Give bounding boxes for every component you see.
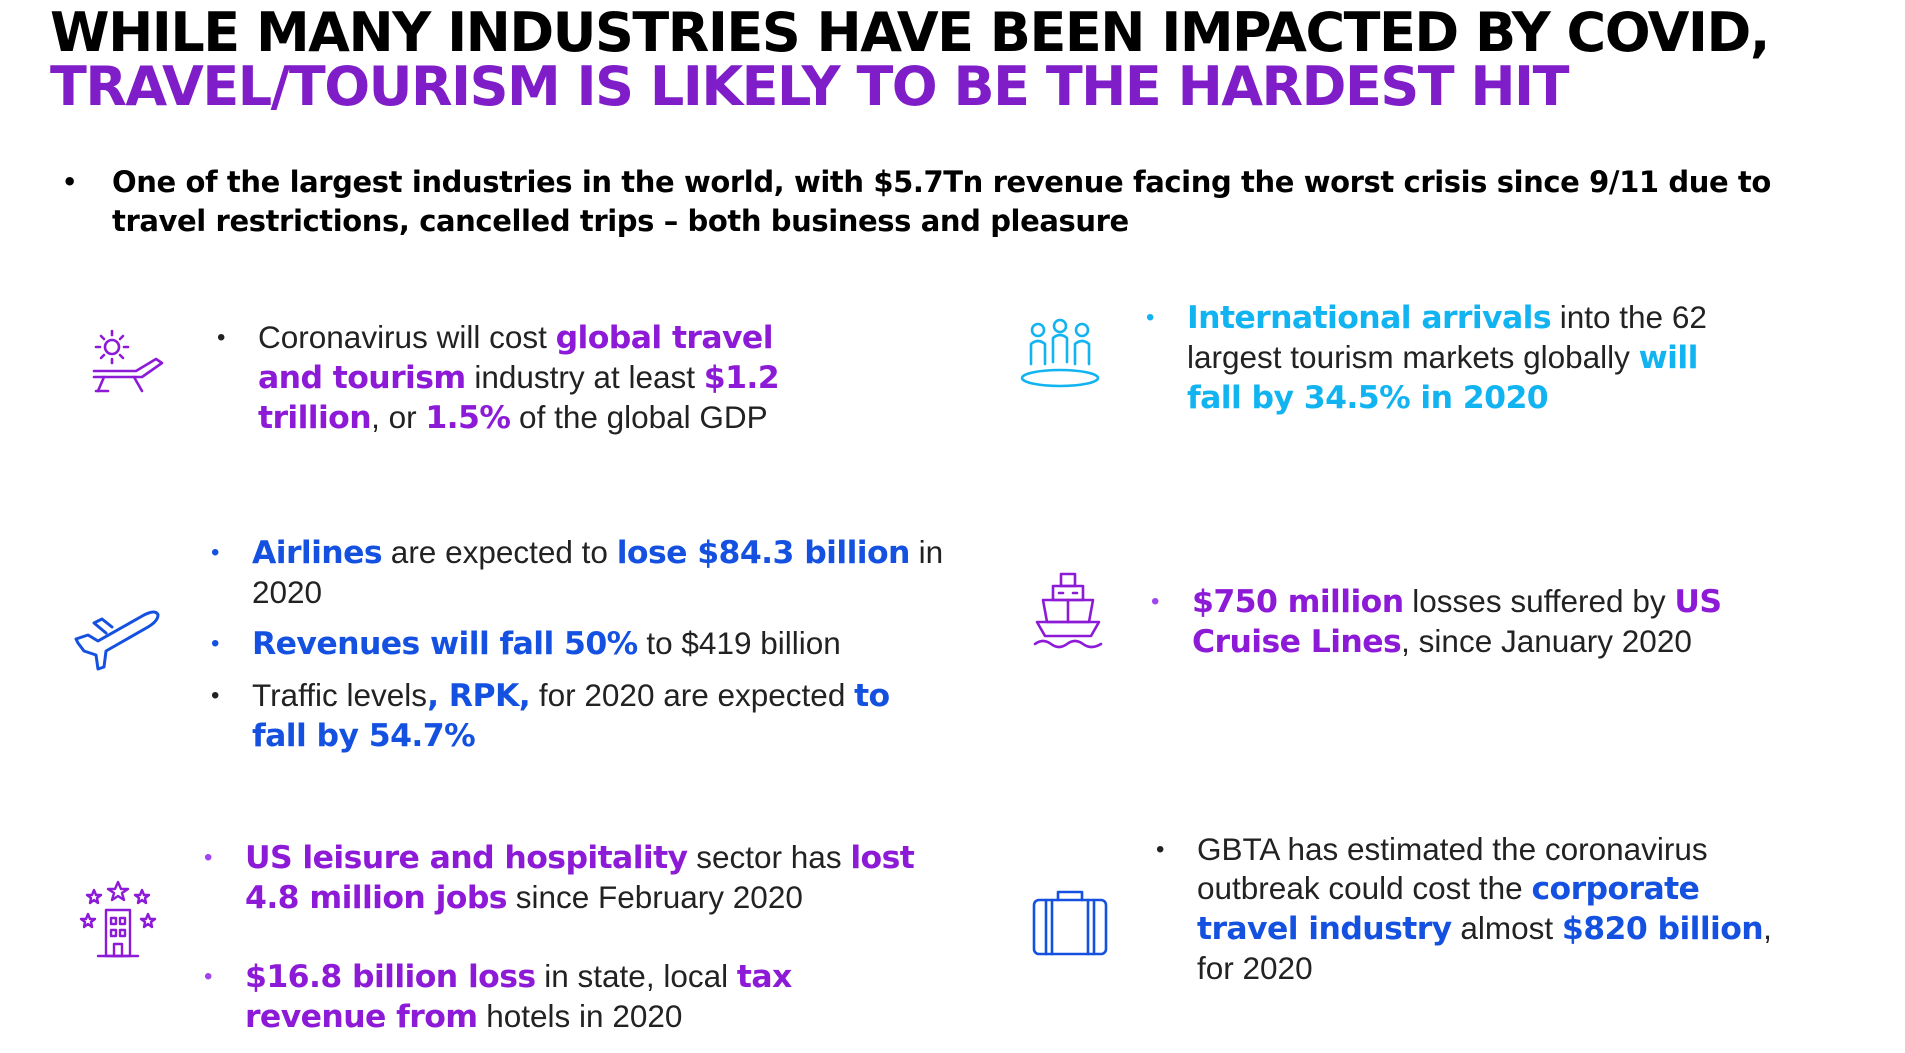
airlines-block: • Airlines are expected to lose $84.3 bi…: [207, 533, 947, 756]
tourism-cost-block: • Coronavirus will cost global travel an…: [213, 318, 813, 438]
arrivals-block: • International arrivals into the 62 lar…: [1142, 298, 1742, 418]
list-item: • Revenues will fall 50% to $419 billion: [207, 624, 947, 664]
title-line-1: WHILE MANY INDUSTRIES HAVE BEEN IMPACTED…: [50, 1, 1770, 64]
title-line-2: TRAVEL/TOURISM IS LIKELY TO BE THE HARDE…: [50, 55, 1570, 118]
highlight: $16.8 billion loss: [245, 959, 536, 995]
bullet-dot: •: [211, 682, 220, 709]
highlight: US leisure and hospitality: [245, 840, 688, 876]
text: in 2020: [252, 534, 944, 610]
bullet-dot: •: [204, 963, 213, 990]
highlight: 1.5%: [425, 400, 511, 436]
page-title: WHILE MANY INDUSTRIES HAVE BEEN IMPACTED…: [50, 6, 1870, 114]
text: of the global GDP: [510, 399, 768, 435]
intro-bullet: • One of the largest industries in the w…: [62, 163, 1862, 241]
list-item: • Airlines are expected to lose $84.3 bi…: [207, 533, 947, 612]
text: Traffic levels: [252, 677, 428, 713]
highlight: $750 million: [1192, 584, 1404, 620]
bullet-dot: •: [211, 630, 220, 657]
airplane-icon: [74, 610, 160, 671]
list-item: • GBTA has estimated the coronavirus out…: [1152, 830, 1772, 988]
text: industry at least: [465, 359, 704, 395]
text: almost: [1451, 910, 1562, 946]
highlight: will fall by 34.5% in 2020: [1187, 340, 1698, 416]
highlight: lose $84.3 billion: [616, 535, 911, 571]
list-item: • Coronavirus will cost global travel an…: [213, 318, 813, 438]
highlight: International arrivals: [1187, 300, 1552, 336]
bullet-dot: •: [211, 539, 220, 566]
highlight: lost 4.8 million jobs: [245, 840, 915, 916]
highlight: US Cruise Lines: [1192, 584, 1722, 660]
text: hotels in 2020: [477, 998, 683, 1034]
text: sector has: [687, 839, 851, 875]
highlight: $820 billion: [1561, 911, 1764, 947]
list-item: • $750 million losses suffered by US Cru…: [1147, 582, 1767, 662]
text: , for 2020: [1197, 910, 1772, 986]
list-item: • $16.8 billion loss in state, local tax…: [200, 957, 920, 1037]
highlight: tax revenue from: [245, 959, 792, 1035]
sun-lounger-icon: [92, 329, 164, 393]
text: Coronavirus will cost: [258, 319, 556, 355]
people-group-icon: [1020, 318, 1100, 388]
intro-text: One of the largest industries in the wor…: [112, 165, 1771, 238]
highlight: Revenues will fall 50%: [252, 626, 638, 662]
bullet-dot: •: [62, 168, 78, 196]
list-item: • Traffic levels, RPK, for 2020 are expe…: [207, 676, 947, 756]
bullet-dot: •: [217, 324, 226, 351]
corporate-travel-block: • GBTA has estimated the coronavirus out…: [1152, 830, 1772, 988]
highlight: , RPK,: [427, 678, 531, 714]
text: into the 62 largest tourism markets glob…: [1187, 299, 1707, 375]
hotel-stars-icon: [79, 880, 157, 958]
highlight: $1.2 trillion: [258, 360, 780, 436]
highlight: to fall by 54.7%: [252, 678, 890, 754]
text: in state, local: [535, 958, 737, 994]
bullet-dot: •: [204, 844, 213, 871]
list-item: • US leisure and hospitality sector has …: [200, 838, 920, 918]
hospitality-block: • US leisure and hospitality sector has …: [200, 838, 920, 1037]
highlight: global travel and tourism: [258, 320, 774, 396]
text: since February 2020: [506, 879, 803, 915]
suitcase-icon: [1032, 890, 1108, 956]
text: losses suffered by: [1403, 583, 1675, 619]
highlight: corporate travel industry: [1197, 871, 1700, 947]
text: GBTA has estimated the coronavirus outbr…: [1197, 831, 1708, 906]
highlight: Airlines: [252, 535, 383, 571]
cruise-ship-icon: [1033, 572, 1103, 649]
text: are expected to: [382, 534, 617, 570]
bullet-dot: •: [1146, 304, 1155, 331]
list-item: • International arrivals into the 62 lar…: [1142, 298, 1742, 418]
text: to $419 billion: [637, 625, 841, 661]
bullet-dot: •: [1151, 588, 1160, 615]
text: , or: [371, 399, 426, 435]
cruise-block: • $750 million losses suffered by US Cru…: [1147, 582, 1767, 662]
bullet-dot: •: [1156, 836, 1165, 863]
text: , since January 2020: [1401, 623, 1692, 659]
text: for 2020 are expected: [530, 677, 855, 713]
